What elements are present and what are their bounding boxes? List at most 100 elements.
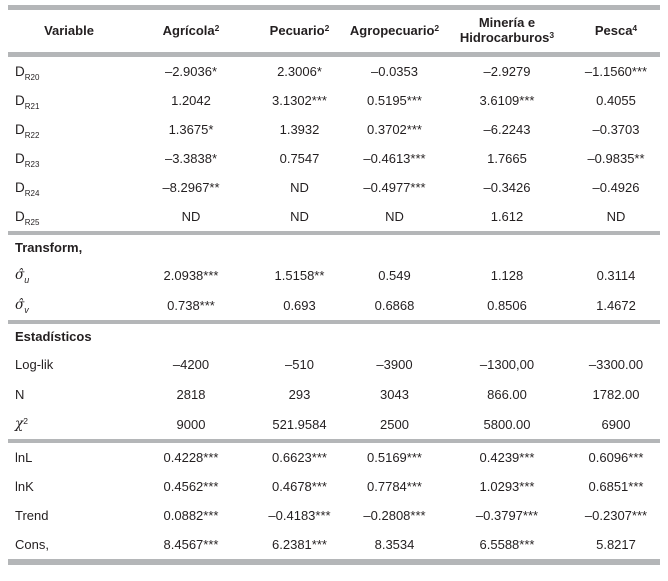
cell: 6.5588***: [479, 537, 535, 552]
regression-results-table: Variable Agrícola2 Pecuario2 Agropecuari…: [8, 5, 660, 565]
table-row-dr21: DR21 1.2042 3.1302*** 0.5195*** 3.6109**…: [8, 86, 660, 115]
row-label: lnL: [15, 450, 33, 465]
cell: 0.0882***: [163, 508, 219, 523]
cell: 2.3006*: [277, 64, 322, 79]
cell: 0.5169***: [367, 450, 422, 465]
row-label: DR22: [15, 122, 40, 140]
cell: –0.2307***: [584, 508, 648, 523]
cell: 1.4672: [596, 297, 636, 313]
row-label: Cons,: [15, 537, 49, 552]
header-rule: [8, 52, 660, 57]
table-row-sigma-u: σ̂u 2.0938*** 1.5158** 0.549 1.128 0.311…: [8, 260, 660, 290]
cell: –510: [285, 356, 314, 372]
cell: ND: [181, 209, 201, 224]
bottom-rule: [8, 559, 660, 565]
cell: 2500: [380, 416, 409, 432]
section-rule: [8, 320, 660, 324]
table-row-chi2: χ2 9000 521.9584 2500 5800.00 6900: [8, 409, 660, 439]
cell: 0.3702***: [367, 122, 422, 137]
table-row-dr24: DR24 –8.2967** ND –0.4977*** –0.3426 –0.…: [8, 173, 660, 202]
section-dummy-variables: DR20 –2.9036* 2.3006* –0.0353 –2.9279 –1…: [8, 57, 660, 231]
column-header-pesca: Pesca4: [594, 22, 638, 38]
section-production-inputs: lnL 0.4228*** 0.6623*** 0.5169*** 0.4239…: [8, 443, 660, 559]
cell: –4200: [172, 356, 210, 372]
cell: 3.6109***: [479, 93, 535, 108]
cell: 8.3534: [374, 537, 415, 552]
row-label: DR24: [15, 180, 40, 198]
table-row-trend: Trend 0.0882*** –0.4183*** –0.2808*** –0…: [8, 501, 660, 530]
cell: 866.00: [487, 386, 527, 402]
cell: –1.1560***: [584, 64, 648, 79]
cell: 0.738***: [167, 297, 215, 313]
cell: 0.549: [378, 267, 411, 283]
table-row-dr20: DR20 –2.9036* 2.3006* –0.0353 –2.9279 –1…: [8, 57, 660, 86]
top-rule: [8, 5, 660, 10]
cell: 0.5195***: [367, 93, 422, 108]
cell: 3.1302***: [272, 93, 327, 108]
cell: –0.4183***: [268, 508, 331, 523]
column-header-pecuario: Pecuario2: [269, 22, 330, 38]
cell: 1.612: [490, 209, 524, 224]
cell: ND: [290, 180, 309, 195]
cell: 2818: [176, 386, 206, 402]
section-heading-transform: Transform,: [15, 240, 83, 255]
cell: –0.2808***: [363, 508, 426, 523]
cell: 0.6868: [374, 297, 415, 313]
cell: 1782.00: [592, 386, 640, 402]
cell: –0.0353: [371, 64, 418, 79]
cell: 6900: [601, 416, 631, 432]
section-transform: Transform, σ̂u 2.0938*** 1.5158** 0.549 …: [8, 235, 660, 320]
row-label: DR21: [15, 93, 40, 111]
table-row-dr23: DR23 –3.3838* 0.7547 –0.4613*** 1.7665 –…: [8, 144, 660, 173]
cell: –6.2243: [483, 122, 531, 137]
cell: 3043: [380, 386, 409, 402]
cell: ND: [606, 209, 626, 224]
cell: ND: [290, 209, 309, 224]
cell: 0.4678***: [272, 479, 327, 494]
cell: 1.7665: [487, 151, 527, 166]
row-label: N: [15, 386, 25, 402]
column-header-mineria-hidrocarburos: Minería e Hidrocarburos3: [459, 15, 555, 45]
row-label: DR25: [15, 209, 40, 227]
cell: 1.2042: [171, 93, 211, 108]
cell: 1.3932: [279, 122, 320, 137]
cell: –2.9279: [483, 64, 531, 79]
column-header-variable: Variable: [44, 22, 94, 38]
column-header-agropecuario: Agropecuario2: [349, 22, 440, 38]
section-estadisticos: Estadísticos Log-lik –4200 –510 –3900 –1…: [8, 324, 660, 439]
cell: –0.4977***: [363, 180, 426, 195]
table-row-dr25: DR25 ND ND ND 1.612 ND: [8, 202, 660, 231]
cell: –0.4926: [592, 180, 640, 195]
cell: 0.693: [283, 297, 316, 313]
row-label: DR23: [15, 151, 40, 169]
row-label: Log-lik: [15, 356, 54, 372]
cell: 0.8506: [487, 297, 527, 313]
row-label: Trend: [15, 508, 49, 523]
cell: 0.6851***: [588, 479, 644, 494]
cell: –0.3797***: [475, 508, 539, 523]
cell: 9000: [176, 416, 206, 432]
cell: 0.6096***: [588, 450, 644, 465]
row-label: lnK: [15, 479, 34, 494]
cell: 0.6623***: [272, 450, 327, 465]
cell: 0.7784***: [367, 479, 422, 494]
table-header-row: Variable Agrícola2 Pecuario2 Agropecuari…: [8, 10, 660, 52]
table-row-n: N 2818 293 3043 866.00 1782.00: [8, 379, 660, 409]
cell: –8.2967**: [162, 180, 220, 195]
row-label: DR20: [15, 64, 40, 82]
table-row-lnl: lnL 0.4228*** 0.6623*** 0.5169*** 0.4239…: [8, 443, 660, 472]
cell: 0.7547: [279, 151, 320, 166]
row-label: σ̂v: [15, 297, 29, 315]
cell: 293: [288, 386, 311, 402]
section-heading-estadisticos: Estadísticos: [15, 329, 92, 344]
cell: –0.3426: [483, 180, 531, 195]
column-header-agricola: Agrícola2: [162, 22, 220, 38]
cell: –3900: [376, 356, 413, 372]
cell: 6.2381***: [272, 537, 327, 552]
cell: 0.4228***: [163, 450, 219, 465]
cell: –3.3838*: [164, 151, 218, 166]
cell: 5800.00: [483, 416, 531, 432]
table-row-sigma-v: σ̂v 0.738*** 0.693 0.6868 0.8506 1.4672: [8, 290, 660, 320]
cell: 1.5158**: [274, 267, 325, 283]
cell: –0.9835**: [587, 151, 645, 166]
